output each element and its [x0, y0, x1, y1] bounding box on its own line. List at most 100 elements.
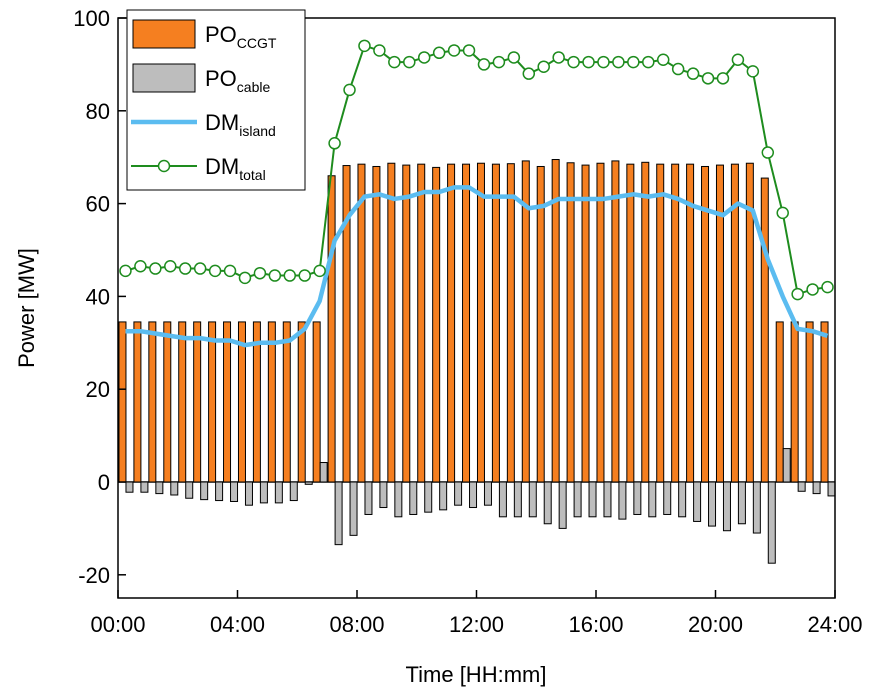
x-tick-label: 16:00: [568, 612, 623, 637]
bar: [417, 163, 426, 483]
point: [373, 44, 386, 57]
bar: [573, 481, 582, 518]
bar: [334, 481, 343, 546]
bar: [701, 165, 710, 483]
bar: [244, 481, 253, 506]
bar: [424, 481, 433, 513]
x-tick-label: 08:00: [329, 612, 384, 637]
bar: [603, 481, 612, 518]
bar: [767, 481, 776, 564]
point: [746, 65, 760, 78]
bar: [215, 481, 224, 502]
bar: [394, 481, 403, 518]
point: [403, 55, 416, 69]
point: [358, 39, 371, 53]
bar: [611, 160, 620, 483]
point: [701, 72, 715, 85]
bar: [259, 481, 268, 504]
y-tick-label: 80: [86, 99, 110, 124]
bar: [626, 163, 635, 483]
bar: [805, 321, 814, 483]
bar: [289, 481, 298, 502]
legend-marker: [157, 159, 171, 173]
bar: [267, 321, 276, 483]
legend-name: PO: [205, 66, 237, 91]
bar: [782, 448, 791, 483]
point: [642, 55, 655, 69]
bar: [775, 321, 784, 483]
point: [552, 51, 565, 64]
point: [447, 44, 461, 57]
bar: [737, 481, 746, 525]
point: [522, 67, 536, 80]
point: [298, 269, 311, 282]
bar: [439, 481, 448, 511]
bar: [372, 165, 381, 483]
legend-name: DM: [205, 110, 239, 135]
y-axis-title: Power [MW]: [14, 248, 39, 368]
bar: [730, 163, 739, 483]
point: [821, 280, 834, 294]
bar: [379, 481, 388, 509]
bar: [200, 481, 209, 501]
bar: [223, 321, 232, 483]
y-tick-label: 20: [86, 377, 110, 402]
bar: [708, 481, 717, 527]
bar: [282, 321, 291, 483]
bar: [274, 481, 283, 504]
point: [761, 146, 775, 159]
bar: [402, 164, 411, 483]
bar: [140, 481, 149, 493]
legend-name: PO: [205, 22, 237, 47]
x-axis-title: Time [HH:mm]: [406, 662, 547, 687]
point: [462, 44, 476, 57]
legend-label: POcable: [205, 66, 270, 95]
point: [791, 287, 804, 301]
point: [283, 269, 297, 282]
bar: [558, 481, 567, 529]
bar: [148, 321, 157, 483]
bar: [648, 481, 657, 518]
point: [492, 55, 506, 69]
point: [537, 60, 550, 73]
bar: [752, 481, 761, 534]
x-tick-label: 20:00: [688, 612, 743, 637]
point: [582, 55, 595, 69]
point: [597, 55, 610, 69]
point: [567, 55, 580, 69]
legend-subscript: CCGT: [237, 35, 277, 51]
bar: [185, 481, 194, 499]
bar: [178, 321, 187, 483]
bar: [528, 481, 537, 518]
legend-subscript: island: [239, 123, 276, 139]
point: [716, 72, 730, 85]
bar: [133, 321, 142, 483]
bar: [745, 162, 754, 483]
bar: [312, 321, 321, 483]
bar: [797, 481, 806, 492]
line: [125, 185, 829, 348]
point: [477, 58, 491, 71]
bar: [349, 481, 358, 536]
bar: [588, 481, 597, 518]
point: [417, 51, 431, 64]
bar: [447, 163, 456, 483]
point: [656, 53, 670, 67]
y-tick-label: 0: [98, 470, 110, 495]
bar: [237, 321, 246, 483]
bar: [686, 163, 695, 483]
point: [686, 67, 700, 80]
x-tick-label: 12:00: [449, 612, 504, 637]
bar: [409, 481, 418, 515]
bar: [230, 481, 239, 502]
bar: [193, 321, 202, 483]
bar: [454, 481, 463, 506]
bar: [827, 481, 836, 497]
bar: [163, 321, 172, 483]
bar: [252, 321, 261, 483]
bar: [513, 481, 522, 518]
bar: [715, 164, 724, 483]
bar: [581, 164, 590, 483]
